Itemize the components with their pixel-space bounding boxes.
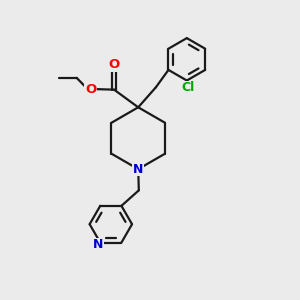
Text: O: O — [85, 82, 96, 95]
Text: N: N — [133, 163, 143, 176]
Text: N: N — [93, 238, 103, 251]
Text: Cl: Cl — [182, 81, 195, 94]
Text: O: O — [109, 58, 120, 71]
